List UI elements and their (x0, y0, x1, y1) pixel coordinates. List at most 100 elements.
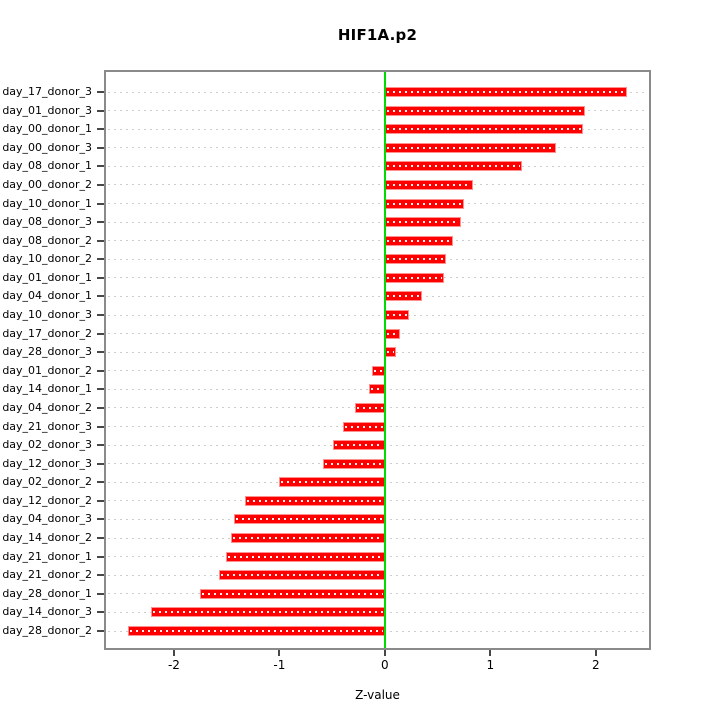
y-tick (97, 537, 104, 540)
y-tick (97, 109, 104, 112)
y-tick-label: day_21_donor_1 (2, 549, 92, 563)
y-tick-label: day_08_donor_1 (2, 159, 92, 173)
y-tick-label: day_08_donor_2 (2, 233, 92, 247)
gridline (108, 183, 647, 186)
bar-day_21_donor_3 (342, 421, 385, 432)
bar-dot-pattern (374, 369, 383, 372)
bar-dot-pattern (386, 91, 626, 93)
bar-dot-pattern (344, 425, 383, 428)
bar-day_01_donor_1 (384, 272, 444, 283)
y-tick (97, 499, 104, 502)
y-tick-label: day_17_donor_2 (2, 326, 92, 340)
gridline (108, 314, 647, 317)
bar-dot-pattern (281, 481, 383, 484)
bar-day_00_donor_2 (384, 179, 474, 190)
gridline (108, 109, 647, 112)
y-tick-label: day_10_donor_1 (2, 196, 92, 210)
y-tick (97, 481, 104, 484)
bar-dot-pattern (386, 276, 442, 279)
zero-line (383, 72, 386, 648)
bar-dot-pattern (386, 351, 395, 354)
bar-day_17_donor_3 (384, 87, 628, 97)
gridline (108, 146, 647, 149)
y-tick-label: day_21_donor_3 (2, 419, 92, 433)
bar-day_08_donor_1 (384, 161, 522, 172)
y-tick (97, 462, 104, 465)
gridline (108, 91, 647, 93)
gridline (108, 258, 647, 261)
y-tick (97, 518, 104, 521)
y-tick-label: day_10_donor_2 (2, 252, 92, 266)
bar-dot-pattern (386, 295, 420, 298)
bar-dot-pattern (232, 537, 383, 540)
bar-dot-pattern (386, 221, 459, 224)
bar-day_14_donor_1 (369, 384, 385, 395)
y-tick-label: day_01_donor_2 (2, 363, 92, 377)
bar-dot-pattern (357, 406, 383, 409)
y-tick-label: day_10_donor_3 (2, 308, 92, 322)
bar-dot-pattern (386, 165, 520, 168)
bar-day_10_donor_3 (384, 310, 410, 321)
y-tick-label: day_02_donor_2 (2, 475, 92, 489)
y-tick (97, 276, 104, 279)
x-tick-label: 2 (592, 658, 600, 672)
x-tick (172, 650, 175, 656)
y-tick-label: day_14_donor_1 (2, 382, 92, 396)
x-tick-label: 0 (381, 658, 389, 672)
y-tick-label: day_17_donor_3 (2, 85, 92, 98)
y-tick (97, 165, 104, 168)
bar-day_08_donor_2 (384, 235, 454, 246)
y-tick (97, 295, 104, 298)
y-tick-label: day_28_donor_2 (2, 624, 92, 637)
bar-dot-pattern (227, 555, 383, 558)
bar-day_21_donor_2 (219, 570, 385, 581)
bar-day_04_donor_3 (234, 514, 385, 525)
bar-dot-pattern (335, 444, 383, 447)
y-tick-label: day_28_donor_3 (2, 345, 92, 359)
bar-day_02_donor_2 (279, 477, 385, 488)
gridline (108, 202, 647, 205)
bar-day_04_donor_1 (384, 291, 422, 302)
y-tick (97, 314, 104, 317)
bar-dot-pattern (386, 239, 452, 242)
y-tick-label: day_28_donor_1 (2, 586, 92, 600)
y-tick-label: day_04_donor_1 (2, 289, 92, 303)
bar-dot-pattern (386, 109, 584, 112)
bar-dot-pattern (386, 202, 462, 205)
bar-day_08_donor_3 (384, 217, 461, 228)
bar-day_02_donor_3 (333, 440, 385, 451)
bar-dot-pattern (386, 258, 445, 261)
gridline (108, 276, 647, 279)
bar-day_17_donor_2 (384, 328, 400, 339)
y-tick (97, 146, 104, 149)
y-tick-label: day_04_donor_3 (2, 512, 92, 526)
bar-day_01_donor_3 (384, 105, 586, 116)
y-tick-label: day_01_donor_3 (2, 103, 92, 117)
x-tick (489, 650, 492, 656)
bar-dot-pattern (386, 183, 472, 186)
gridline (108, 351, 647, 354)
bar-dot-pattern (371, 388, 383, 391)
bar-day_10_donor_1 (384, 198, 464, 209)
x-tick (594, 650, 597, 656)
gridline (108, 221, 647, 224)
x-tick-label: 1 (486, 658, 495, 672)
y-tick-label: day_14_donor_2 (2, 531, 92, 545)
bar-dot-pattern (221, 574, 383, 577)
gridline (108, 165, 647, 168)
chart-title: HIF1A.p2 (337, 26, 418, 44)
y-tick (97, 406, 104, 409)
y-tick (97, 630, 104, 632)
y-tick-label: day_08_donor_3 (2, 215, 92, 229)
bar-day_28_donor_2 (127, 626, 385, 636)
y-tick (97, 611, 104, 614)
bar-day_14_donor_2 (230, 533, 385, 544)
bar-day_04_donor_2 (355, 402, 385, 413)
y-tick (97, 183, 104, 186)
y-tick-label: day_21_donor_2 (2, 568, 92, 582)
bar-day_00_donor_3 (384, 142, 556, 153)
plot-area: day_17_donor_3 day_01_donor_3 day_00_donor… (2, 70, 651, 650)
bar-dot-pattern (236, 518, 383, 521)
gridline (108, 295, 647, 298)
